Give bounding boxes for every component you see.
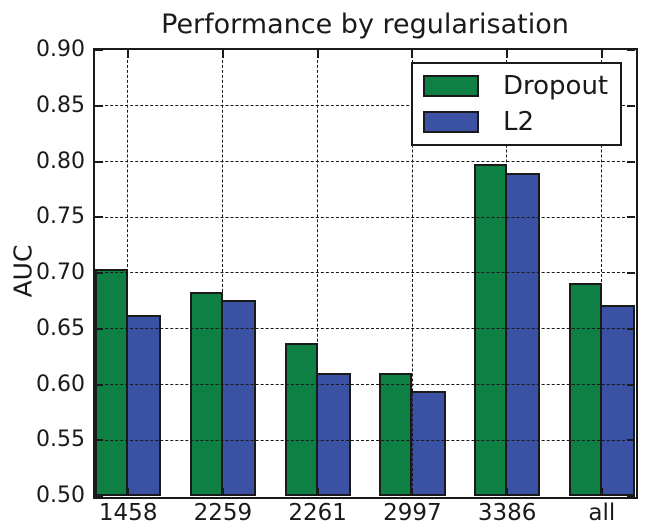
bar-dropout-1458 [95,268,129,496]
legend-label-dropout: Dropout [503,71,609,101]
y-tick-label-0.90: 0.90 [36,37,85,62]
y-tick-label-0.70: 0.70 [36,260,85,285]
y-tick-label-0.50: 0.50 [36,483,85,508]
legend-entry-l2: L2 [423,104,620,140]
x-tick-bottom [316,488,319,496]
bar-dropout-2261 [284,343,318,496]
y-tick-label-0.60: 0.60 [36,371,85,397]
x-tick-label-2261: 2261 [288,500,347,526]
x-tick-bottom [506,488,509,496]
y-tick-label-0.75: 0.75 [36,204,85,230]
y-tick-right [627,216,635,219]
y-tick-left [95,439,103,442]
y-tick-right [627,160,635,163]
bar-l2-2261 [315,373,351,496]
y-tick-left [95,383,103,386]
y-tick-label-0.55: 0.55 [36,427,85,453]
x-tick-label-1458: 1458 [98,500,158,526]
gridline-y-0.85 [95,105,635,106]
x-tick-bottom [127,488,130,496]
bar-l2-3386 [505,172,541,496]
bar-dropout-2259 [189,292,223,496]
y-tick-left [95,327,103,330]
gridline-y-0.60 [95,383,635,385]
gridline-x-all [601,50,603,496]
y-tick-right [627,272,635,274]
y-tick-right [627,104,635,107]
bar-l2-all [599,305,635,496]
x-tick-bottom [600,488,603,496]
bar-dropout-2997 [379,373,413,496]
gridline-y-0.65 [95,328,635,329]
gridline-y-0.75 [95,216,635,218]
x-tick-label-2259: 2259 [193,500,253,526]
y-tick-label-0.85: 0.85 [36,92,85,118]
x-tick-top [600,50,603,58]
legend: Dropout L2 [411,62,622,146]
x-tick-label-3386: 3386 [477,500,537,526]
x-tick-top [506,50,509,58]
gridline-x-2997 [411,50,413,496]
y-tick-left [95,272,103,274]
y-tick-right [627,49,635,51]
y-tick-right [627,439,635,442]
y-tick-label-0.80: 0.80 [36,148,85,174]
y-tick-left [95,160,103,163]
bar-l2-2997 [410,391,446,496]
x-tick-top [221,50,224,58]
y-tick-left [95,49,103,51]
x-tick-label-all: all [588,500,616,526]
x-tick-label-2997: 2997 [383,500,442,526]
x-tick-top [127,50,130,58]
gridline-y-0.80 [95,160,635,162]
l2-color-swatch [423,111,479,133]
gridline-x-3386 [506,50,508,496]
legend-label-l2: L2 [503,107,535,137]
gridline-x-1458 [127,50,129,496]
x-tick-bottom [221,488,224,496]
legend-entry-dropout: Dropout [423,68,620,104]
y-tick-label-0.65: 0.65 [36,315,85,341]
y-tick-right [627,383,635,386]
bar-l2-1458 [126,315,162,496]
y-tick-left [95,104,103,107]
x-tick-top [316,50,319,58]
gridline-y-0.55 [95,439,635,441]
y-tick-left [95,216,103,219]
y-tick-right [627,495,635,497]
x-tick-top [411,50,414,58]
gridline-x-2259 [222,50,224,496]
bar-dropout-all [568,283,602,496]
y-tick-right [627,327,635,330]
chart-title: Performance by regularisation [161,9,569,40]
dropout-color-swatch [423,75,479,97]
gridline-y-0.70 [95,272,635,274]
bar-l2-2259 [220,299,257,496]
gridline-x-2261 [316,50,318,496]
bar-dropout-3386 [473,163,508,496]
x-tick-bottom [411,488,414,496]
y-tick-left [95,495,103,497]
